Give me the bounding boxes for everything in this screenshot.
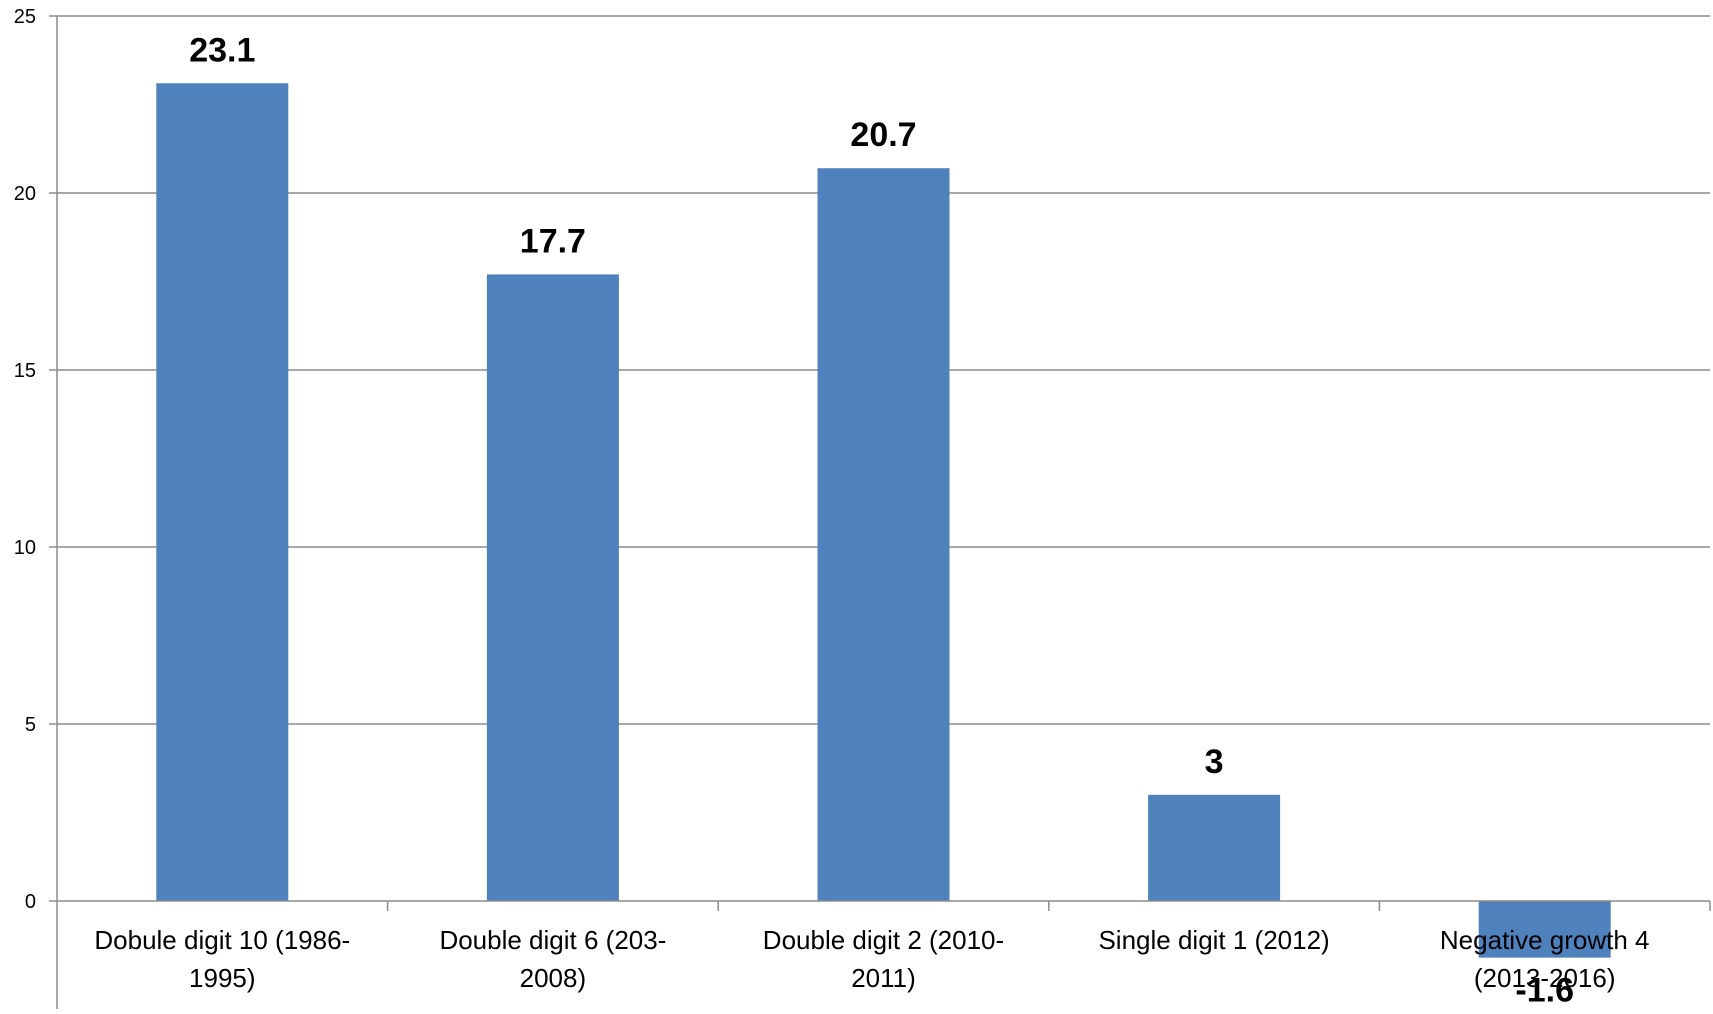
x-category-label-line: 2011) — [851, 963, 916, 993]
bar — [156, 83, 289, 901]
x-category-label-line: Negative growth 4 — [1440, 925, 1650, 955]
data-label: 17.7 — [520, 222, 586, 260]
data-label: 3 — [1205, 743, 1224, 781]
bar — [1148, 794, 1281, 901]
x-category-label-line: (2013-2016) — [1474, 963, 1616, 993]
bar — [1478, 901, 1611, 958]
x-category-label: Dobule digit 10 (1986- 1995) — [94, 925, 350, 993]
x-category-label-line: Single digit 1 (2012) — [1098, 925, 1329, 955]
x-category-label-line: Dobule digit 10 (1986- — [94, 925, 350, 955]
data-label: 20.7 — [850, 116, 916, 154]
data-label: 23.1 — [189, 31, 255, 69]
y-tick-labels: 0 5 10 15 20 25 — [14, 6, 36, 913]
y-tick-label: 25 — [14, 6, 36, 28]
x-category-label: Double digit 6 (203- 2008) — [439, 925, 666, 993]
bar — [817, 168, 950, 902]
bar — [486, 274, 619, 901]
x-category-label-line: Double digit 2 (2010- — [763, 925, 1004, 955]
y-tick-label: 5 — [25, 714, 36, 736]
data-labels: 23.1 17.7 20.7 3 -1.6 — [189, 31, 1574, 1009]
x-category-label-line: 1995) — [189, 963, 256, 993]
x-category-label: Double digit 2 (2010- 2011) — [763, 925, 1004, 993]
y-tick-label: 10 — [14, 537, 36, 559]
y-tick-label: 15 — [14, 360, 36, 382]
x-category-label: Negative growth 4 (2013-2016) — [1440, 925, 1650, 993]
data-label: -1.6 — [1515, 972, 1574, 1009]
x-category-label-line: Double digit 6 (203- — [439, 925, 666, 955]
x-category-label: Single digit 1 (2012) — [1098, 925, 1329, 955]
x-category-label-line: 2008) — [520, 963, 587, 993]
bars — [156, 83, 1611, 958]
y-tick-label: 0 — [25, 891, 36, 913]
x-category-labels: Dobule digit 10 (1986- 1995) Double digit … — [94, 925, 1649, 993]
axes — [49, 15, 1711, 1009]
y-tick-label: 20 — [14, 183, 36, 205]
